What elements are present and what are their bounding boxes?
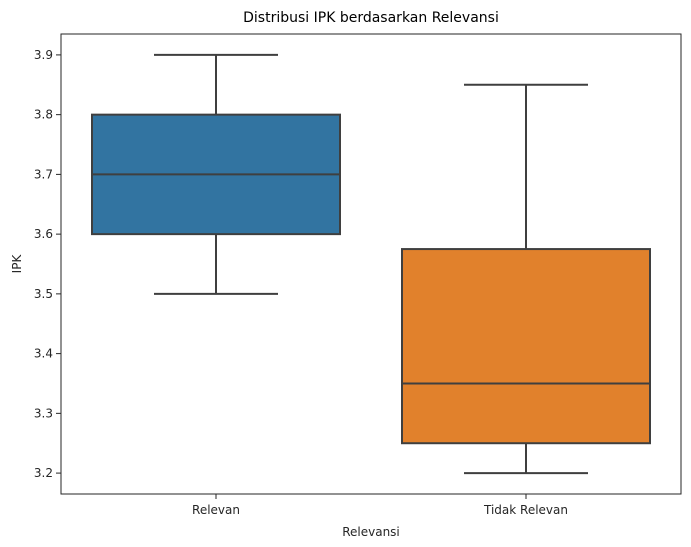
y-axis: 3.2 3.3 3.4 3.5 3.6 3.7 3.8 3.9	[34, 48, 61, 480]
boxes-group	[91, 53, 651, 475]
y-axis-label: IPK	[10, 254, 24, 274]
iqr-box	[401, 248, 651, 445]
y-tick-label: 3.2	[34, 466, 53, 480]
x-axis-label: Relevansi	[342, 525, 400, 539]
box-0	[91, 53, 341, 295]
box-1	[401, 83, 651, 475]
x-tick-label: Relevan	[192, 503, 240, 517]
plot-frame	[60, 33, 682, 495]
y-tick-label: 3.8	[34, 108, 53, 122]
y-tick-label: 3.7	[34, 167, 53, 181]
x-axis: Relevan Tidak Relevan	[192, 494, 568, 517]
y-tick-label: 3.9	[34, 48, 53, 62]
y-tick-label: 3.4	[34, 347, 53, 361]
x-tick-label: Tidak Relevan	[483, 503, 568, 517]
y-tick-label: 3.5	[34, 287, 53, 301]
chart-title: Distribusi IPK berdasarkan Relevansi	[243, 10, 499, 26]
y-tick-label: 3.3	[34, 406, 53, 420]
y-tick-label: 3.6	[34, 227, 53, 241]
